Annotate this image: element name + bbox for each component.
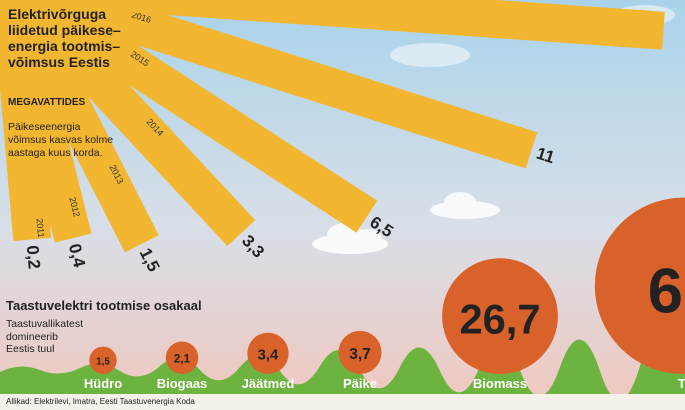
bubble-title: Taastuvelektri tootmise osakaal xyxy=(6,298,202,313)
category-label: Biogaas xyxy=(157,376,208,391)
footer-strip xyxy=(0,394,685,410)
value-label: 26,7 xyxy=(459,295,540,342)
sun-note: Päikeseenergia võimsus kasvas kolme aast… xyxy=(8,121,114,159)
value-label: 62 xyxy=(648,256,685,326)
source: Allikad: Elektrilevi, Imatra, Eesti Taas… xyxy=(6,397,195,406)
value-label: 2,1 xyxy=(174,353,191,366)
bubble xyxy=(89,346,117,375)
year-label: 2012 xyxy=(67,196,82,218)
category-label: Tuul xyxy=(678,376,685,391)
ray-bar xyxy=(0,0,92,243)
ray: 2017 xyxy=(8,0,665,50)
value-label: 0,2 xyxy=(23,245,44,270)
category-label: Päike xyxy=(343,376,377,391)
value-label: 3,4 xyxy=(258,348,279,364)
value-label: 1,5 xyxy=(96,356,110,367)
bubble xyxy=(165,341,199,374)
sun-subtitle: MEGAVATTIDES xyxy=(8,97,86,108)
category-label: Biomass xyxy=(473,376,527,391)
category-label: Jäätmed xyxy=(242,376,295,391)
ray-bar xyxy=(0,0,378,233)
value-label: 11 xyxy=(534,144,557,168)
bubble xyxy=(338,330,382,374)
category-label: Hüdro xyxy=(84,376,122,391)
sun-title: Elektrivõrguga liidetud päikese–energia … xyxy=(8,6,121,70)
bubble-note: Taastuvallikatest domineerib Eestis tuul xyxy=(6,318,84,355)
grass xyxy=(0,333,685,401)
year-label: 2011 xyxy=(34,218,46,238)
bubble xyxy=(442,258,558,374)
ray-bar xyxy=(4,0,538,169)
ray-bar xyxy=(0,0,159,253)
bubble xyxy=(247,332,289,374)
value-label: 3,7 xyxy=(349,346,371,363)
bubble xyxy=(594,197,685,374)
ray-bar xyxy=(8,0,665,50)
